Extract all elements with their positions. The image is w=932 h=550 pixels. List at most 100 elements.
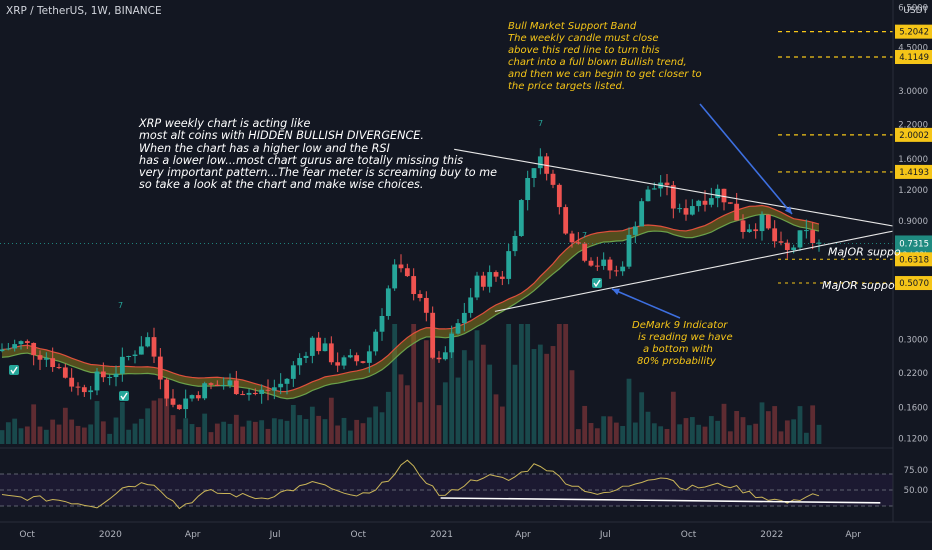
volume-bar [335, 425, 341, 444]
candle-body [385, 288, 391, 316]
lower-trendline [494, 230, 894, 312]
price-target-value: 5.2042 [899, 28, 929, 38]
candle-body [366, 351, 372, 363]
candle-body [588, 260, 594, 266]
volume-bar [430, 324, 436, 444]
volume-bar [100, 421, 106, 444]
volume-bar [512, 364, 518, 444]
volume-bar [31, 404, 37, 444]
price-target-value: 2.0002 [899, 131, 929, 141]
candle-body [252, 392, 258, 394]
volume-bar [164, 398, 170, 444]
candle-body [499, 276, 505, 279]
demark-note-line: 80% probability [637, 356, 716, 367]
candle-body [373, 331, 379, 352]
candle-body [436, 357, 442, 360]
candle-body [487, 272, 493, 287]
candle-body [94, 371, 100, 391]
candle-body [303, 355, 309, 359]
candle-body [816, 242, 822, 244]
price-target-tag [895, 127, 932, 142]
volume-bar [721, 403, 727, 444]
candle-body [455, 323, 461, 334]
demark-9-check-marker [9, 365, 19, 375]
volume-bar [518, 324, 524, 444]
bull-band-arrow-head [784, 206, 792, 214]
volume-bar [398, 374, 404, 444]
candle-body [449, 333, 455, 353]
volume-bar [347, 430, 353, 444]
time-axis-label: Apr [185, 530, 201, 540]
volume-bar [487, 364, 493, 444]
price-axis-unit: USDT [903, 6, 928, 16]
candle-body [316, 337, 322, 352]
volume-bar [119, 402, 125, 444]
volume-bar [626, 378, 632, 444]
volume-bar [132, 423, 138, 444]
candle-body [50, 358, 56, 368]
volume-bar [734, 411, 740, 444]
demark-note-line: is reading we have [638, 332, 733, 343]
price-axis-tick: 0.2200 [898, 369, 928, 379]
volume-bar [772, 406, 778, 444]
volume-bar [366, 417, 372, 444]
candlestick-series[interactable] [0, 148, 822, 419]
rsi-axis-tick: 75.00 [904, 466, 928, 476]
bull-band-arrow [699, 103, 793, 215]
main-note-line: so take a look at the chart and make wis… [139, 178, 424, 192]
candle-body [56, 367, 62, 369]
candle-body [265, 389, 271, 391]
price-axis-tick: 3.0000 [898, 87, 928, 97]
candle-body [392, 264, 398, 289]
volume-bar [784, 420, 790, 444]
volume-bar [151, 400, 157, 444]
candle-body [322, 343, 328, 352]
demark-count-label: 7 [118, 301, 123, 310]
candle-body [715, 188, 721, 199]
volume-bar [284, 420, 290, 444]
volume-bar [62, 407, 68, 444]
volume-bar [328, 397, 334, 444]
check-icon [10, 366, 18, 375]
volume-bar [613, 422, 619, 444]
volume-bar [373, 406, 379, 444]
candle-body [670, 185, 676, 209]
volume-bar [569, 370, 575, 444]
rsi-panel[interactable] [0, 459, 893, 510]
volume-bar [303, 419, 309, 444]
candle-body [417, 294, 423, 298]
price-target-tag [895, 24, 932, 39]
candle-body [677, 208, 683, 210]
volume-bar [632, 422, 638, 444]
volume-bar [157, 398, 163, 444]
volume-bar [499, 406, 505, 444]
candle-body [550, 173, 556, 185]
volume-bar [620, 425, 626, 444]
price-axis-tick: 1.2000 [898, 186, 928, 196]
candle-body [569, 233, 575, 243]
volume-bar [309, 406, 315, 444]
candle-body [227, 380, 233, 386]
volume-bar [88, 424, 94, 444]
price-axis-tick: 0.1600 [898, 404, 928, 414]
volume-bar [360, 423, 366, 444]
volume-bar [297, 415, 303, 444]
volume-bar [651, 423, 657, 444]
volume-bar [354, 419, 360, 444]
main-note-line: very important pattern...The fear meter … [139, 166, 497, 180]
volume-bar [803, 432, 809, 444]
volume-bar [417, 402, 423, 444]
candle-body [784, 242, 790, 251]
candle-body [164, 379, 170, 399]
volume-bar [233, 414, 239, 444]
candle-body [233, 380, 239, 395]
volume-bar [170, 415, 176, 444]
candle-body [525, 178, 531, 201]
candle-body [791, 247, 797, 251]
price-axis-tick: 1.6000 [898, 155, 928, 165]
main-note-line: XRP weekly chart is acting like [139, 117, 311, 130]
price-target-tag [895, 276, 932, 291]
time-axis-label: Jul [269, 530, 281, 540]
volume-bar [189, 424, 195, 444]
